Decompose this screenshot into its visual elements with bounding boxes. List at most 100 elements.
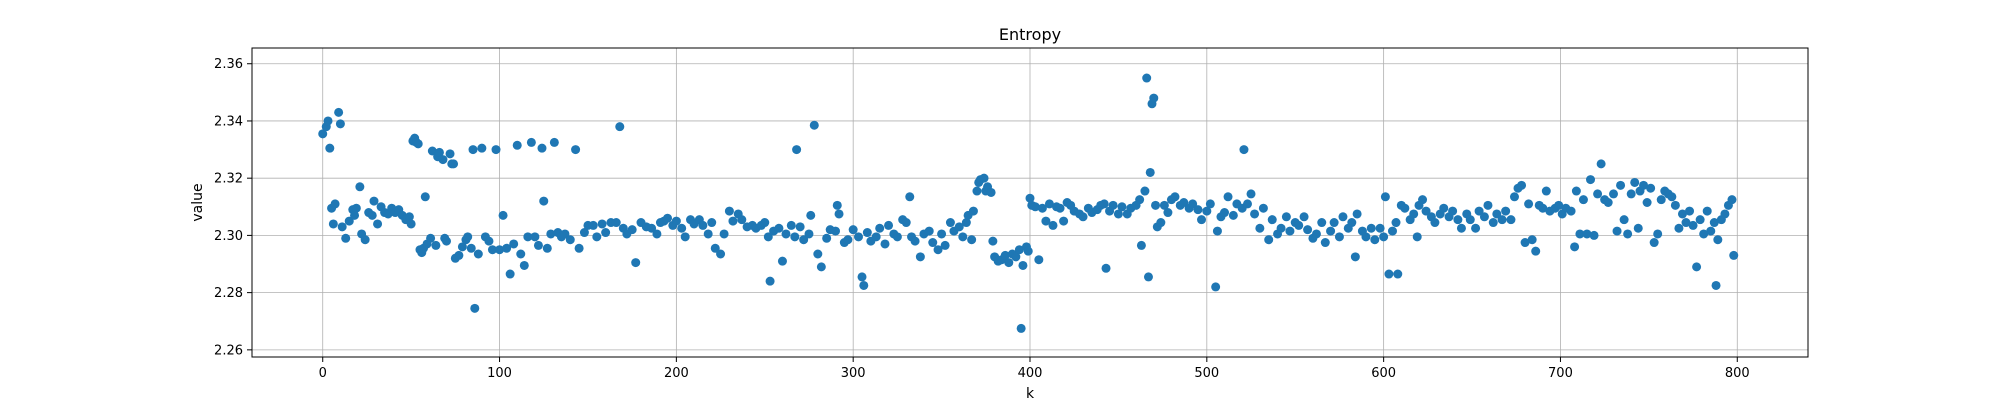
data-point bbox=[1593, 189, 1603, 199]
data-point bbox=[1448, 206, 1458, 216]
data-point bbox=[325, 143, 335, 153]
data-point bbox=[1626, 189, 1636, 199]
data-point bbox=[1729, 250, 1739, 260]
data-point bbox=[1242, 199, 1252, 209]
data-point bbox=[1016, 323, 1026, 333]
data-point bbox=[335, 119, 345, 129]
data-point bbox=[523, 232, 533, 242]
data-point bbox=[1011, 252, 1021, 262]
data-point bbox=[549, 137, 559, 147]
data-point bbox=[1193, 205, 1203, 215]
data-point bbox=[318, 129, 328, 139]
data-point bbox=[795, 222, 805, 232]
data-point bbox=[1350, 252, 1360, 262]
data-point bbox=[1465, 215, 1475, 225]
data-point bbox=[1720, 209, 1730, 219]
data-point bbox=[1000, 250, 1010, 260]
data-point bbox=[1409, 209, 1419, 219]
data-point bbox=[516, 249, 526, 259]
data-point bbox=[592, 232, 602, 242]
data-point bbox=[777, 256, 787, 266]
data-point bbox=[804, 229, 814, 239]
data-point bbox=[1239, 145, 1249, 155]
data-point bbox=[560, 229, 570, 239]
data-point bbox=[1554, 200, 1564, 210]
data-point bbox=[1220, 208, 1229, 218]
data-point bbox=[979, 173, 989, 183]
data-point bbox=[442, 236, 451, 246]
data-point bbox=[1609, 189, 1618, 199]
data-point bbox=[1117, 202, 1127, 212]
data-point bbox=[859, 280, 869, 290]
data-point bbox=[848, 225, 858, 235]
data-point bbox=[360, 235, 370, 245]
data-point bbox=[1264, 235, 1274, 245]
y-axis-label: value bbox=[190, 183, 206, 221]
data-point bbox=[1520, 238, 1530, 248]
data-point bbox=[1509, 192, 1519, 202]
data-point bbox=[1421, 206, 1431, 216]
data-point bbox=[1656, 195, 1666, 205]
data-point bbox=[1685, 206, 1695, 216]
data-point bbox=[1674, 223, 1684, 233]
data-point bbox=[1379, 232, 1389, 242]
data-point bbox=[1501, 206, 1511, 216]
data-point bbox=[1361, 232, 1371, 242]
data-point bbox=[1681, 218, 1691, 228]
data-point bbox=[505, 269, 515, 279]
data-point bbox=[799, 235, 809, 245]
data-point bbox=[1639, 180, 1649, 190]
data-point bbox=[1538, 203, 1548, 213]
data-point bbox=[871, 232, 881, 242]
data-point bbox=[334, 107, 344, 117]
data-point bbox=[1633, 223, 1643, 233]
data-point bbox=[986, 187, 996, 197]
data-point bbox=[498, 210, 508, 220]
data-point bbox=[1212, 226, 1222, 236]
data-point bbox=[1706, 226, 1716, 236]
data-point bbox=[1456, 223, 1466, 233]
data-point bbox=[806, 210, 816, 220]
data-point bbox=[487, 245, 497, 255]
scatter-points bbox=[318, 73, 1739, 333]
data-point bbox=[1320, 238, 1330, 248]
data-point bbox=[792, 145, 802, 155]
data-point bbox=[1142, 73, 1152, 83]
data-point bbox=[880, 239, 890, 249]
data-point bbox=[1205, 199, 1215, 209]
data-point bbox=[1276, 223, 1286, 233]
data-point bbox=[816, 262, 826, 272]
data-point bbox=[449, 159, 459, 169]
data-point bbox=[1527, 235, 1537, 245]
data-point bbox=[671, 216, 681, 226]
data-point bbox=[1711, 280, 1721, 290]
data-point bbox=[892, 232, 902, 242]
data-point bbox=[1156, 218, 1166, 228]
data-point bbox=[1439, 203, 1449, 213]
data-point bbox=[1294, 220, 1304, 230]
data-point bbox=[330, 199, 340, 209]
data-point bbox=[1623, 229, 1633, 239]
data-point bbox=[631, 258, 641, 268]
data-point bbox=[1149, 93, 1159, 103]
data-point bbox=[1412, 232, 1422, 242]
data-point bbox=[901, 218, 911, 228]
data-point bbox=[477, 143, 487, 153]
data-point bbox=[1250, 209, 1260, 219]
data-point bbox=[1044, 199, 1054, 209]
data-point bbox=[774, 223, 784, 233]
data-point bbox=[1048, 220, 1058, 230]
data-point bbox=[786, 220, 796, 230]
data-point bbox=[1223, 192, 1233, 202]
data-point bbox=[884, 220, 894, 230]
data-point bbox=[905, 192, 915, 202]
data-point bbox=[1285, 226, 1295, 236]
data-point bbox=[1699, 229, 1709, 239]
data-point bbox=[1589, 230, 1599, 240]
data-point bbox=[809, 120, 819, 130]
data-point bbox=[341, 233, 351, 243]
data-point bbox=[813, 249, 823, 259]
data-point bbox=[1055, 203, 1065, 213]
data-point bbox=[703, 229, 713, 239]
data-point bbox=[1642, 198, 1652, 207]
